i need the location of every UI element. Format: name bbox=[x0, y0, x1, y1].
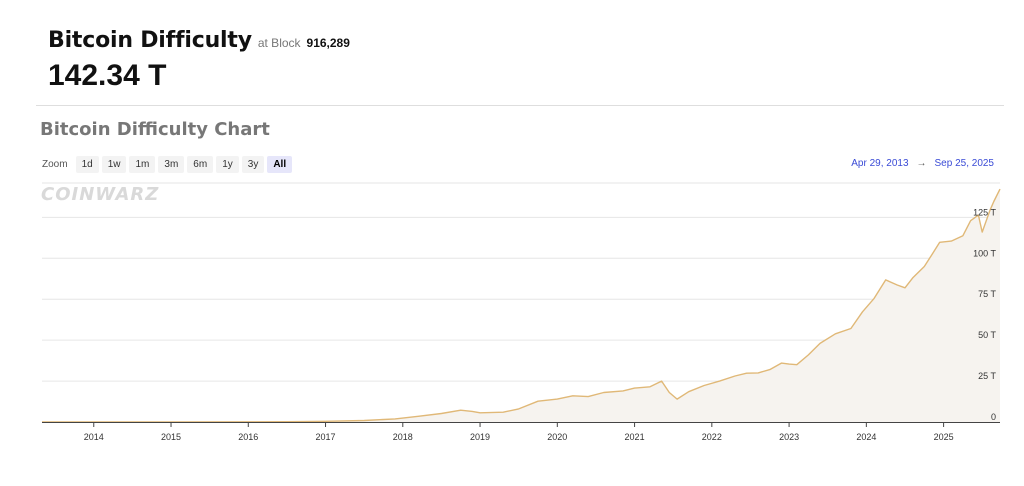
x-tick-label: 2014 bbox=[84, 432, 104, 442]
y-tick-label: 25 T bbox=[978, 371, 996, 381]
x-tick-label: 2018 bbox=[393, 432, 413, 442]
x-axis-labels: 2014 2015 2016 2017 2018 2019 2020 2021 2022 2023… bbox=[84, 422, 954, 442]
y-tick-label: 0 bbox=[991, 412, 996, 422]
block-number: 916,289 bbox=[306, 36, 350, 50]
zoom-1d-button[interactable]: 1d bbox=[75, 156, 99, 173]
difficulty-line bbox=[42, 188, 1001, 423]
header-divider bbox=[36, 105, 1004, 106]
x-tick-label: 2022 bbox=[702, 432, 722, 442]
zoom-label: Zoom bbox=[42, 159, 68, 170]
zoom-1y-button[interactable]: 1y bbox=[216, 156, 239, 173]
y-axis-labels: 0 25 T 50 T 75 T 100 T 125 T bbox=[973, 207, 996, 422]
range-start-date[interactable]: Apr 29, 2013 bbox=[851, 158, 909, 169]
y-tick-label: 100 T bbox=[973, 248, 996, 258]
y-tick-label: 75 T bbox=[978, 289, 996, 299]
difficulty-area bbox=[42, 189, 1000, 422]
x-tick-label: 2017 bbox=[316, 432, 336, 442]
zoom-3m-button[interactable]: 3m bbox=[158, 156, 185, 173]
zoom-3y-button[interactable]: 3y bbox=[241, 156, 265, 173]
x-tick-label: 2016 bbox=[238, 432, 258, 442]
title-row: Bitcoin Difficulty at Block 916,289 bbox=[48, 28, 350, 53]
chart-title: Bitcoin Difficulty Chart bbox=[40, 119, 270, 140]
coinwarz-watermark-logo: COINWARZ bbox=[41, 184, 160, 205]
zoom-1w-button[interactable]: 1w bbox=[101, 156, 127, 173]
y-tick-label: 125 T bbox=[973, 207, 996, 217]
at-block-label: at Block bbox=[257, 36, 301, 50]
x-tick-label: 2021 bbox=[625, 432, 645, 442]
x-tick-label: 2024 bbox=[856, 432, 876, 442]
zoom-all-button[interactable]: All bbox=[267, 156, 293, 173]
x-tick-label: 2023 bbox=[779, 432, 799, 442]
zoom-controls: Zoom 1d 1w 1m 3m 6m 1y 3y All bbox=[42, 156, 293, 173]
y-tick-label: 50 T bbox=[978, 330, 996, 340]
x-tick-label: 2015 bbox=[161, 432, 181, 442]
page-header: Bitcoin Difficulty at Block 916,289 142.… bbox=[48, 28, 350, 93]
zoom-1m-button[interactable]: 1m bbox=[129, 156, 156, 173]
date-range: Apr 29, 2013 → Sep 25, 2025 bbox=[851, 158, 994, 169]
zoom-6m-button[interactable]: 6m bbox=[187, 156, 214, 173]
range-arrow-icon: → bbox=[916, 158, 927, 169]
x-tick-label: 2019 bbox=[470, 432, 490, 442]
current-difficulty-value: 142.34 T bbox=[48, 59, 167, 92]
x-tick-label: 2025 bbox=[934, 432, 954, 442]
x-tick-label: 2020 bbox=[547, 432, 567, 442]
range-end-date[interactable]: Sep 25, 2025 bbox=[934, 158, 995, 169]
page-title: Bitcoin Difficulty bbox=[48, 28, 252, 53]
